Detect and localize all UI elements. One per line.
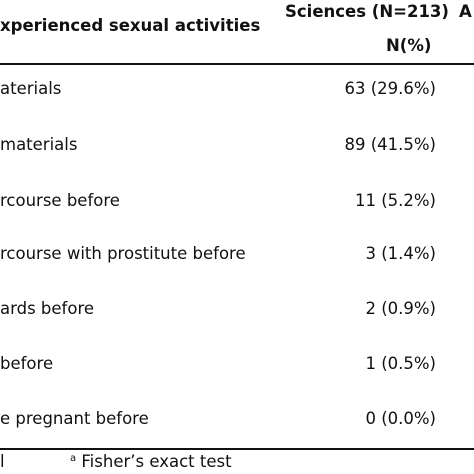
row-value: 63 (29.6%) bbox=[344, 79, 436, 98]
footnote-marker: a bbox=[70, 453, 77, 464]
row-label: materials bbox=[0, 135, 78, 154]
header-next-column: A bbox=[459, 2, 472, 21]
row-label: e pregnant before bbox=[0, 409, 149, 428]
footnote-text: Fisher’s exact test bbox=[76, 452, 232, 471]
header-sciences: Sciences (N=213) bbox=[285, 2, 449, 21]
row-label: rcourse before bbox=[0, 191, 120, 210]
row-label: rcourse with prostitute before bbox=[0, 244, 246, 263]
row-label: ards before bbox=[0, 299, 95, 318]
footnote-left: l bbox=[0, 452, 5, 471]
header-activities: xperienced sexual activities bbox=[0, 16, 261, 35]
footnote-fisher: a Fisher’s exact test bbox=[70, 452, 232, 471]
header-rule bbox=[0, 63, 474, 65]
row-value: 89 (41.5%) bbox=[344, 135, 436, 154]
row-value: 0 (0.0%) bbox=[365, 409, 436, 428]
row-value: 1 (0.5%) bbox=[365, 354, 436, 373]
row-label: aterials bbox=[0, 79, 62, 98]
row-value: 11 (5.2%) bbox=[354, 191, 436, 210]
row-label: before bbox=[0, 354, 54, 373]
header-sciences-unit: N(%) bbox=[386, 36, 432, 55]
row-value: 3 (1.4%) bbox=[365, 244, 436, 263]
row-value: 2 (0.9%) bbox=[365, 299, 436, 318]
bottom-rule bbox=[0, 448, 474, 450]
